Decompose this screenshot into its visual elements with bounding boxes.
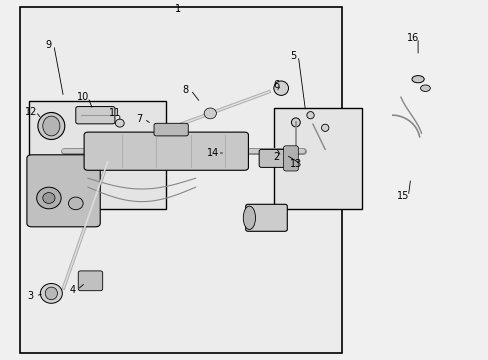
FancyBboxPatch shape <box>283 146 298 171</box>
Ellipse shape <box>37 187 61 209</box>
Ellipse shape <box>43 193 55 203</box>
Text: 7: 7 <box>136 114 142 124</box>
FancyBboxPatch shape <box>84 132 248 170</box>
Ellipse shape <box>204 108 216 119</box>
Text: 14: 14 <box>206 148 219 158</box>
Text: 6: 6 <box>273 80 279 90</box>
Bar <box>273 108 361 209</box>
Ellipse shape <box>38 112 64 140</box>
Ellipse shape <box>420 85 429 91</box>
Text: 3: 3 <box>28 291 34 301</box>
Text: 10: 10 <box>77 92 89 102</box>
Ellipse shape <box>273 81 288 95</box>
Text: 12: 12 <box>24 107 37 117</box>
Text: 2: 2 <box>273 152 279 162</box>
Ellipse shape <box>40 284 62 303</box>
Ellipse shape <box>321 124 328 131</box>
FancyBboxPatch shape <box>78 271 102 291</box>
FancyBboxPatch shape <box>27 155 100 227</box>
Bar <box>20 7 342 353</box>
Text: 15: 15 <box>396 191 409 201</box>
Ellipse shape <box>291 118 300 127</box>
Text: 11: 11 <box>108 108 121 118</box>
Ellipse shape <box>411 76 424 83</box>
Text: 9: 9 <box>46 40 52 50</box>
Ellipse shape <box>243 206 255 230</box>
FancyBboxPatch shape <box>76 107 115 124</box>
Ellipse shape <box>306 112 314 119</box>
Bar <box>29 101 166 209</box>
Text: 13: 13 <box>289 159 302 169</box>
FancyBboxPatch shape <box>154 123 188 136</box>
FancyBboxPatch shape <box>245 204 287 231</box>
FancyBboxPatch shape <box>259 149 293 167</box>
Ellipse shape <box>43 116 60 136</box>
Text: 16: 16 <box>406 33 419 43</box>
Text: 1: 1 <box>175 4 181 14</box>
Text: 5: 5 <box>290 51 296 61</box>
Ellipse shape <box>45 287 58 300</box>
Text: 8: 8 <box>183 85 188 95</box>
Ellipse shape <box>115 119 124 127</box>
Text: 4: 4 <box>69 285 75 295</box>
Ellipse shape <box>68 197 83 210</box>
